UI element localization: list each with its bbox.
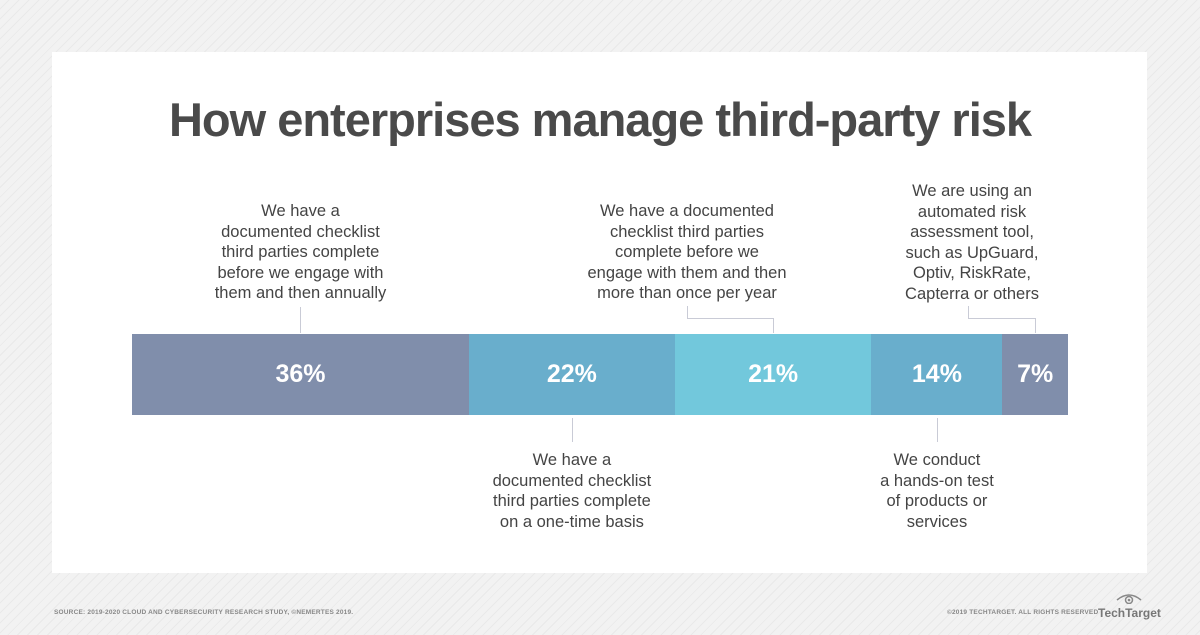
category-label-line: complete before we xyxy=(614,243,759,261)
category-label-line: We have a documented xyxy=(600,202,774,220)
leader-line xyxy=(300,307,301,333)
leader-line xyxy=(968,306,969,318)
category-label: We conduct a hands-on test of products or s… xyxy=(880,450,994,532)
category-label-line: a hands-on test xyxy=(880,471,994,490)
data-label: 22% xyxy=(546,360,597,388)
bar-segment: 14% xyxy=(871,334,1003,415)
category-label-line: We conduct xyxy=(893,451,981,469)
category-label-line: engage with them and then xyxy=(587,263,787,282)
category-label-line: before we engage with xyxy=(217,263,384,282)
category-label-line: such as UpGuard, xyxy=(905,243,1039,262)
copyright-note: ©2019 TECHTARGET. ALL RIGHTS RESERVED xyxy=(947,609,1099,616)
category-label-line: more than once per year xyxy=(597,284,777,302)
leader-line xyxy=(572,418,573,442)
category-label-line: checklist third parties xyxy=(609,222,765,241)
leader-line xyxy=(687,318,773,319)
bar-segment: 36% xyxy=(132,334,469,415)
leader-line xyxy=(773,318,774,333)
category-label-line: of products or xyxy=(886,492,988,510)
data-label: 21% xyxy=(748,360,799,388)
category-label-line: them and then annually xyxy=(214,284,387,302)
category-label: We have a documented checklist third parti… xyxy=(215,201,387,304)
category-label-line: We have a xyxy=(261,202,340,220)
category-label-line: on a one-time basis xyxy=(499,512,644,531)
leader-line xyxy=(968,318,1035,319)
category-label-line: Optiv, RiskRate, xyxy=(913,264,1031,282)
leader-line xyxy=(687,306,688,318)
stacked-bar: 36% 22% 21% 14% 7% xyxy=(132,334,1068,415)
bar-segment: 21% xyxy=(674,334,872,415)
category-label-line: automated risk xyxy=(917,202,1027,221)
category-label: We have a documented checklist third part… xyxy=(587,201,786,304)
data-label: 14% xyxy=(911,360,962,388)
source-note: SOURCE: 2019-2020 CLOUD AND CYBERSECURIT… xyxy=(54,609,354,616)
leader-line xyxy=(937,418,938,442)
logo-text: TechTarget xyxy=(1098,606,1161,620)
category-label-line: third parties complete xyxy=(221,243,380,261)
techtarget-logo: TechTarget xyxy=(1098,594,1161,620)
category-label: We are using an automated risk assessment … xyxy=(905,181,1039,304)
eye-icon xyxy=(1116,594,1142,604)
category-label-line: assessment tool, xyxy=(910,223,1034,241)
bar-segment: 22% xyxy=(468,334,675,415)
category-label-line: Capterra or others xyxy=(905,284,1039,303)
category-label: We have a documented checklist third parti… xyxy=(493,450,652,532)
category-label-line: services xyxy=(906,512,968,531)
chart-card xyxy=(52,52,1147,573)
chart-title: How enterprises manage third-party risk xyxy=(168,93,1032,146)
leader-line xyxy=(1035,318,1036,333)
data-label: 7% xyxy=(1017,360,1054,388)
data-label: 36% xyxy=(275,360,326,388)
bar-segment: 7% xyxy=(1002,334,1068,415)
category-label-line: documented checklist xyxy=(221,222,380,241)
category-label-line: documented checklist xyxy=(492,471,652,490)
category-label-line: We have a xyxy=(532,451,612,469)
category-label-line: We are using an xyxy=(912,182,1032,200)
category-label-line: third parties complete xyxy=(493,492,651,510)
